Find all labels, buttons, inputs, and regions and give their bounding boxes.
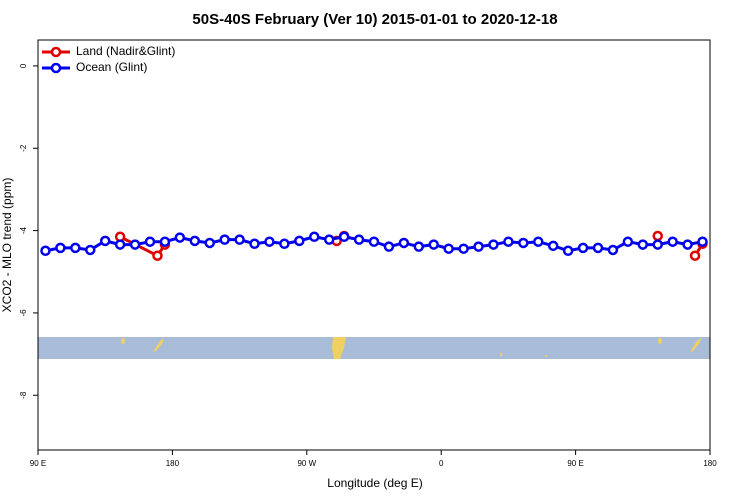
- point: [518, 237, 529, 249]
- point: [413, 241, 425, 252]
- chart-title: 50S-40S February (Ver 10) 2015-01-01 to …: [192, 11, 557, 28]
- point: [682, 239, 693, 250]
- point: [592, 242, 604, 254]
- point: [70, 242, 81, 254]
- x-tick-label: 180: [166, 459, 180, 468]
- point: [503, 236, 514, 247]
- y-tick-label: -8: [19, 391, 28, 399]
- x-tick-label: 180: [703, 459, 717, 468]
- point: [533, 236, 544, 247]
- point: [622, 236, 634, 247]
- point: [338, 231, 350, 243]
- point: [204, 237, 215, 249]
- point: [294, 235, 305, 247]
- point: [637, 239, 649, 250]
- point: [234, 234, 245, 245]
- y-tick-label: -2: [19, 144, 28, 152]
- point: [398, 237, 410, 249]
- point: [55, 242, 66, 254]
- point: [114, 239, 126, 250]
- point: [189, 235, 201, 247]
- point: [428, 239, 439, 250]
- point: [562, 245, 574, 257]
- point: [697, 236, 708, 247]
- point: [652, 239, 663, 250]
- y-tick-label: 0: [19, 63, 28, 68]
- point: [174, 232, 186, 243]
- point: [152, 250, 163, 261]
- point: [577, 242, 589, 254]
- legend-marker: [50, 46, 62, 58]
- point: [129, 239, 141, 250]
- point: [689, 250, 701, 261]
- x-tick-label: 0: [439, 459, 444, 468]
- legend-marker: [50, 62, 62, 74]
- y-tick-label: -6: [19, 309, 28, 317]
- x-tick-label: 90 W: [297, 459, 316, 468]
- point: [473, 241, 484, 252]
- x-tick-label: 90 E: [567, 459, 583, 468]
- point: [353, 234, 365, 245]
- point: [488, 239, 499, 250]
- point: [85, 244, 96, 256]
- x-tick-label: 90 E: [30, 459, 46, 468]
- point: [99, 235, 111, 247]
- point: [219, 234, 230, 245]
- point: [458, 243, 469, 254]
- x-axis-label: Longitude (deg E): [327, 476, 422, 490]
- point: [40, 245, 51, 257]
- legend-label: Ocean (Glint): [76, 60, 147, 74]
- point: [547, 240, 559, 252]
- point: [279, 238, 290, 250]
- y-axis-label: XCO2 - MLO trend (ppm): [0, 178, 14, 313]
- point: [264, 236, 275, 247]
- map-strip: [38, 337, 710, 359]
- point: [443, 243, 454, 254]
- point: [607, 244, 619, 256]
- point: [383, 241, 395, 252]
- point: [159, 236, 171, 247]
- point: [309, 231, 320, 243]
- legend-label: Land (Nadir&Glint): [76, 44, 175, 58]
- point: [323, 234, 335, 245]
- point: [249, 238, 260, 250]
- y-tick-label: -4: [19, 226, 28, 234]
- point: [368, 236, 380, 247]
- plot-frame: [37, 39, 711, 451]
- point: [667, 236, 678, 247]
- point: [652, 230, 663, 242]
- point: [144, 236, 156, 247]
